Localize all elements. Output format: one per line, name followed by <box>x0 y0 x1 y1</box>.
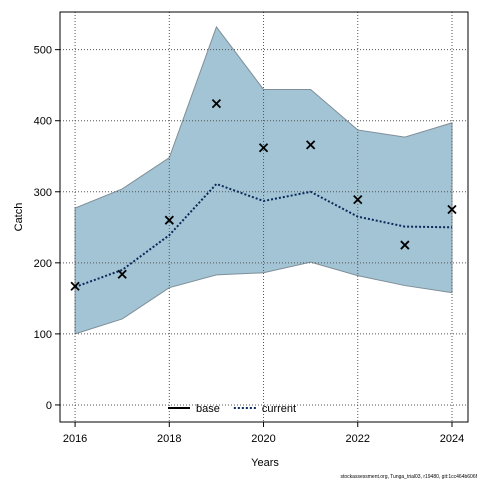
x-tick-label: 2018 <box>157 433 181 445</box>
series-line <box>74 182 452 288</box>
y-tick-label: 100 <box>34 329 52 341</box>
y-tick-label: 400 <box>34 116 52 128</box>
x-tick-label: 2024 <box>440 433 464 445</box>
observation-marker <box>117 269 127 279</box>
y-tick-label: 200 <box>34 258 52 270</box>
x-tick-label: 2022 <box>346 433 370 445</box>
footer: stockassessment.org, Tunga_trial03, r194… <box>341 474 478 480</box>
y-tick-label: 0 <box>46 400 52 412</box>
observation-marker <box>306 140 316 150</box>
x-tick-label: 2020 <box>251 433 275 445</box>
x-tick-label: 2016 <box>63 433 87 445</box>
observation-marker <box>258 143 269 153</box>
y-tick-label: 500 <box>34 45 52 57</box>
observation-marker <box>164 215 174 225</box>
observation-marker <box>353 194 363 205</box>
legend-label: current <box>262 403 296 415</box>
observation-marker <box>70 281 80 291</box>
y-axis-label: Catch <box>13 203 25 232</box>
observation-marker <box>211 99 222 109</box>
y-tick-label: 300 <box>34 187 52 199</box>
legend-label: base <box>196 403 220 415</box>
x-axis-label: Years <box>251 457 279 469</box>
observation-marker <box>447 204 457 215</box>
observation-marker <box>400 240 410 250</box>
